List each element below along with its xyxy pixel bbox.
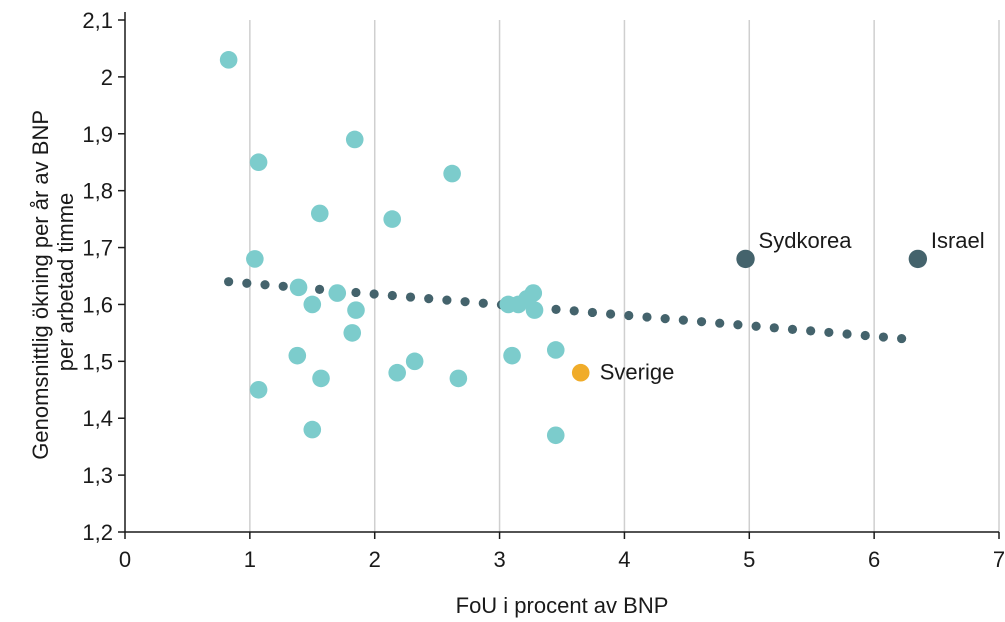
trend-dot (424, 294, 434, 304)
country-point (303, 420, 322, 439)
data-points (219, 51, 928, 445)
country-point (343, 324, 362, 342)
trend-dot (551, 304, 561, 314)
x-tick-label: 7 (993, 547, 1005, 572)
trend-dot (824, 327, 834, 338)
country-point (405, 352, 424, 371)
trend-dot (624, 310, 634, 321)
y-tick-label: 1,9 (82, 122, 113, 147)
trend-dot (860, 330, 870, 341)
point-labels: Sydkorea Israel Sverige (600, 228, 985, 385)
trend-dot (460, 297, 470, 307)
country-point (246, 250, 264, 268)
y-axis-title-line-1: Genomsnittlig ökning per år av BNP (28, 110, 53, 459)
trend-dot (696, 317, 707, 327)
y-axis-title: Genomsnittlig ökning per år av BNP per a… (28, 104, 78, 459)
trend-dot (751, 321, 761, 331)
x-axis-title: FoU i procent av BNP (456, 593, 669, 618)
country-point (219, 51, 238, 69)
trend-dot (478, 298, 488, 308)
trend-dot (278, 281, 288, 291)
country-point (345, 130, 364, 149)
country-point (303, 295, 322, 314)
country-point (310, 204, 329, 223)
trend-dot (878, 332, 889, 342)
x-tick-label: 5 (743, 547, 755, 572)
x-tick-label: 0 (119, 547, 131, 572)
y-axis-title-line-2: per arbetad timme (53, 193, 78, 372)
tick-labels: 1,2 1,3 1,4 1,5 1,6 1,7 1,8 1,9 2 2,1 0 1 2 3 4 5 6 7 (82, 8, 1005, 572)
sverige-point (571, 363, 590, 382)
x-tick-label: 4 (618, 547, 630, 572)
trend-dot (733, 320, 743, 330)
country-point (443, 164, 461, 183)
country-point (289, 278, 308, 297)
trend-line (224, 277, 907, 344)
trend-dot (369, 289, 379, 299)
country-point (524, 284, 543, 302)
label-sverige: Sverige (600, 360, 675, 385)
x-tick-label: 3 (493, 547, 505, 572)
axes (124, 12, 999, 533)
trend-dot (351, 287, 361, 298)
trend-dot (806, 326, 816, 336)
y-tick-label: 1,3 (82, 463, 113, 488)
highlight-point-israel (908, 249, 928, 269)
trend-dot (260, 280, 270, 290)
country-point (546, 426, 565, 445)
country-point (328, 284, 347, 302)
y-tick-label: 1,6 (82, 292, 113, 317)
country-point (249, 380, 268, 399)
x-tick-label: 1 (244, 547, 256, 572)
x-tick-label: 2 (369, 547, 381, 572)
y-tick-label: 1,4 (82, 406, 113, 431)
y-tick-label: 1,8 (82, 179, 113, 204)
trend-dot (442, 295, 452, 305)
trend-dot (405, 292, 416, 302)
y-tick-label: 1,2 (82, 520, 113, 545)
trend-dot (242, 278, 252, 288)
country-point (383, 210, 401, 228)
country-point (525, 301, 544, 319)
trend-dot (787, 324, 798, 334)
grid-lines (249, 20, 1000, 532)
y-tick-label: 2,1 (82, 8, 113, 33)
trend-dot (569, 306, 579, 316)
trend-dot (660, 313, 670, 324)
country-point (312, 369, 330, 388)
label-israel: Israel (931, 228, 985, 253)
highlight-point-sydkorea (736, 249, 755, 269)
y-tick-label: 1,5 (82, 349, 113, 374)
trend-dot (715, 318, 725, 328)
y-tick-label: 1,7 (82, 236, 113, 261)
trend-dot (897, 333, 907, 344)
y-tick-label: 2 (101, 65, 113, 90)
trend-dot (678, 315, 688, 325)
country-point (288, 346, 307, 365)
trend-dot (605, 309, 616, 319)
label-sydkorea: Sydkorea (759, 228, 853, 253)
trend-dot (387, 290, 397, 301)
country-point (546, 341, 565, 359)
trend-dot (842, 329, 852, 339)
country-point (503, 346, 521, 365)
trend-dot (769, 323, 779, 333)
trend-dot (224, 277, 234, 287)
country-point (449, 369, 468, 388)
country-point (347, 301, 365, 319)
country-point (249, 153, 268, 172)
trend-dot (642, 312, 652, 322)
country-point (388, 363, 406, 382)
x-tick-label: 6 (868, 547, 880, 572)
trend-dot (587, 307, 598, 318)
trend-dot (314, 284, 325, 294)
